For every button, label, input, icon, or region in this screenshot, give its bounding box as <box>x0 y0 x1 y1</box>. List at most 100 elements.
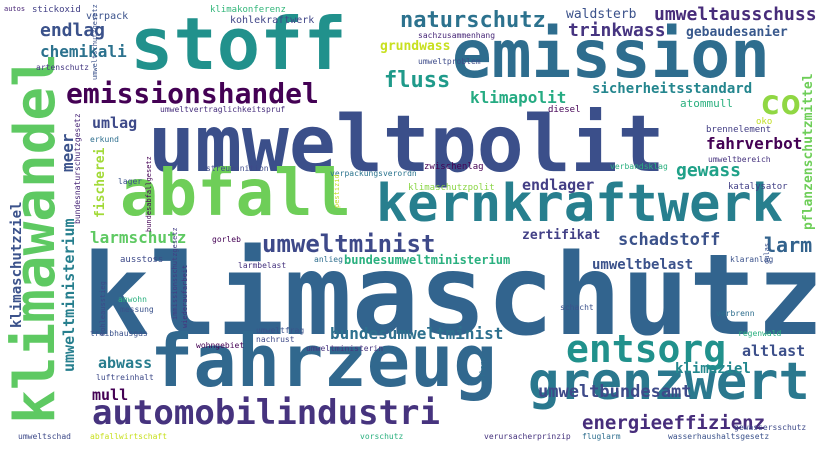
word-pflanzenschutzmittel: pflanzenschutzmittel <box>801 73 816 230</box>
word-messung: messung <box>120 305 154 314</box>
word-atommull: atommull <box>680 97 733 110</box>
word-regenwald: regenwald <box>738 329 782 338</box>
word-autos: autos <box>4 5 26 13</box>
word-umweltbelast: umweltbelast <box>592 257 694 273</box>
word-bundesumweltministerium: bundesumweltministerium <box>344 253 511 267</box>
word-umweltvertraglichkeitspruf: umweltvertraglichkeitspruf <box>160 105 286 114</box>
word-klimaschutzpolit: klimaschutzpolit <box>408 183 495 193</box>
word-gewass: gewass <box>676 160 742 181</box>
word-klaranlag: klaranlag <box>730 255 774 264</box>
word-larm: larm <box>764 233 813 257</box>
word-sicherheitsstandard: sicherheitsstandard <box>592 81 753 97</box>
word-immissionsschutzgesetz: immissionsschutzgesetz <box>171 227 179 320</box>
word-lager: lager <box>118 177 143 186</box>
word-klimapolit: klimapolit <box>470 88 567 107</box>
word-gorleb: gorleb <box>212 235 241 244</box>
word-entsorg: entsorg <box>566 327 727 371</box>
word-verbrenn: verbrenn <box>716 309 755 318</box>
word-wohngebiet: wohngebiet <box>196 341 245 350</box>
word-umweltfrag: umweltfrag <box>256 326 305 335</box>
word-waldsterb: waldsterb <box>566 7 637 22</box>
word-gebaudesanier: gebaudesanier <box>686 25 788 40</box>
word-sachzusammenhang: sachzusammenhang <box>418 31 496 40</box>
word-umweltminist: umweltminist <box>262 230 436 258</box>
word-zertifikat: zertifikat <box>522 228 601 243</box>
word-kohlekraftwerk: kohlekraftwerk <box>230 15 315 26</box>
word-klimaziel: klimaziel <box>675 361 751 377</box>
word-oko: oko <box>756 117 773 127</box>
word-endlag: endlag <box>40 20 106 41</box>
word-umweltschad: umweltschad <box>18 432 71 441</box>
word-grundwass: grundwass <box>380 39 451 54</box>
word-gewassersschutz: gewassersschutz <box>734 423 807 432</box>
word-umweltministerin: umweltministerin <box>306 344 384 353</box>
word-erkund: erkund <box>90 135 119 144</box>
word-naturschutz: naturschutz <box>400 8 546 33</box>
word-fischerei: fischerei <box>93 147 108 218</box>
word-trinkwass: trinkwass <box>568 20 666 41</box>
word-abfall: abfall <box>120 157 352 231</box>
word-pestizid: pestizid <box>333 174 341 208</box>
word-treibhausgas: treibhausgas <box>90 329 148 338</box>
word-schadstoff: schadstoff <box>618 230 721 250</box>
word-klimaschutz: klimaschutz <box>82 231 824 361</box>
word-kohleausstieg: kohleausstieg <box>99 281 107 336</box>
word-emission: emission <box>452 16 770 93</box>
word-chemikali: chemikali <box>40 42 127 61</box>
word-automobilindustri: automobilindustri <box>92 393 440 433</box>
word-verpack: verpack <box>86 11 129 22</box>
word-co: co <box>760 83 801 123</box>
word-verpackungsverordn: verpackungsverordn <box>330 169 417 178</box>
word-schacht: schacht <box>560 303 594 312</box>
word-fahrverbot: fahrverbot <box>706 134 803 153</box>
word-luftreinhalt: luftreinhalt <box>96 373 154 382</box>
word-abfallwirtschaft: abfallwirtschaft <box>90 432 168 441</box>
word-umweltpolit: umweltpolit <box>148 100 665 190</box>
word-stoff: stoff <box>130 2 347 86</box>
word-vorschutz: vorschutz <box>360 432 404 441</box>
word-larmbelast: larmbelast <box>238 261 287 270</box>
word-umweltbereich: umweltbereich <box>708 155 771 164</box>
word-bundesumweltminist: bundesumweltminist <box>330 324 504 343</box>
word-kernkraftwerk: kernkraftwerk <box>376 174 783 234</box>
word-verursacherprinzip: verursacherprinzip <box>484 432 571 441</box>
word-umweltschutzgesetz: umweltschutzgesetz <box>91 4 99 80</box>
word-klimakonferenz: klimakonferenz <box>210 5 286 15</box>
word-anlieg: anlieg <box>314 255 343 264</box>
word-diesel: diesel <box>548 105 581 115</box>
word-fahrzeug: fahrzeug <box>150 319 497 403</box>
word-emissionshandel: emissionshandel <box>66 77 319 110</box>
word-anwohn: anwohn <box>118 295 147 304</box>
word-pflanz: pflanz <box>479 356 487 382</box>
word-wiederaufarbeit: wiederaufarbeit <box>181 264 189 328</box>
word-abwass: abwass <box>98 354 153 372</box>
word-streumunition: streumunition <box>206 164 269 173</box>
word-endlager: endlager <box>522 176 595 194</box>
word-altlast: altlast <box>742 342 806 360</box>
word-fluglarm: fluglarm <box>582 432 621 441</box>
word-umweltausschuss: umweltausschuss <box>654 4 817 25</box>
word-bundesabfallgesetz: bundesabfallgesetz <box>145 156 153 232</box>
word-wasserhaushaltsgesetz: wasserhaushaltsgesetz <box>668 432 770 441</box>
word-umlag: umlag <box>92 114 138 132</box>
word-mull: mull <box>92 386 129 404</box>
word-umweltproblem: umweltproblem <box>418 57 481 66</box>
word-ausstoss: ausstoss <box>120 255 164 265</box>
word-energieeffizienz: energieeffizienz <box>582 412 766 434</box>
word-katalysator: katalysator <box>728 182 788 192</box>
word-gulas: gulas <box>763 242 771 264</box>
word-grenzwert: grenzwert <box>528 352 810 412</box>
word-artenschutz: artenschutz <box>36 63 89 72</box>
word-stickoxid: stickoxid <box>32 5 81 15</box>
word-umweltbundesamt: umweltbundesamt <box>538 382 692 402</box>
word-verbandsklag: verbandsklag <box>610 162 668 171</box>
word-nachrust: nachrust <box>256 335 295 344</box>
word-klimaschutzziel: klimaschutzziel <box>9 201 25 328</box>
word-zwischenlag: zwischenlag <box>424 162 484 172</box>
word-brennelement: brennelement <box>706 125 772 135</box>
word-larmschutz: larmschutz <box>90 228 187 247</box>
word-umweltministerium: umweltministerium <box>60 218 78 372</box>
word-fluss: fluss <box>384 68 451 93</box>
word-bundesnaturschutzgesetz: bundesnaturschutzgesetz <box>73 113 82 224</box>
